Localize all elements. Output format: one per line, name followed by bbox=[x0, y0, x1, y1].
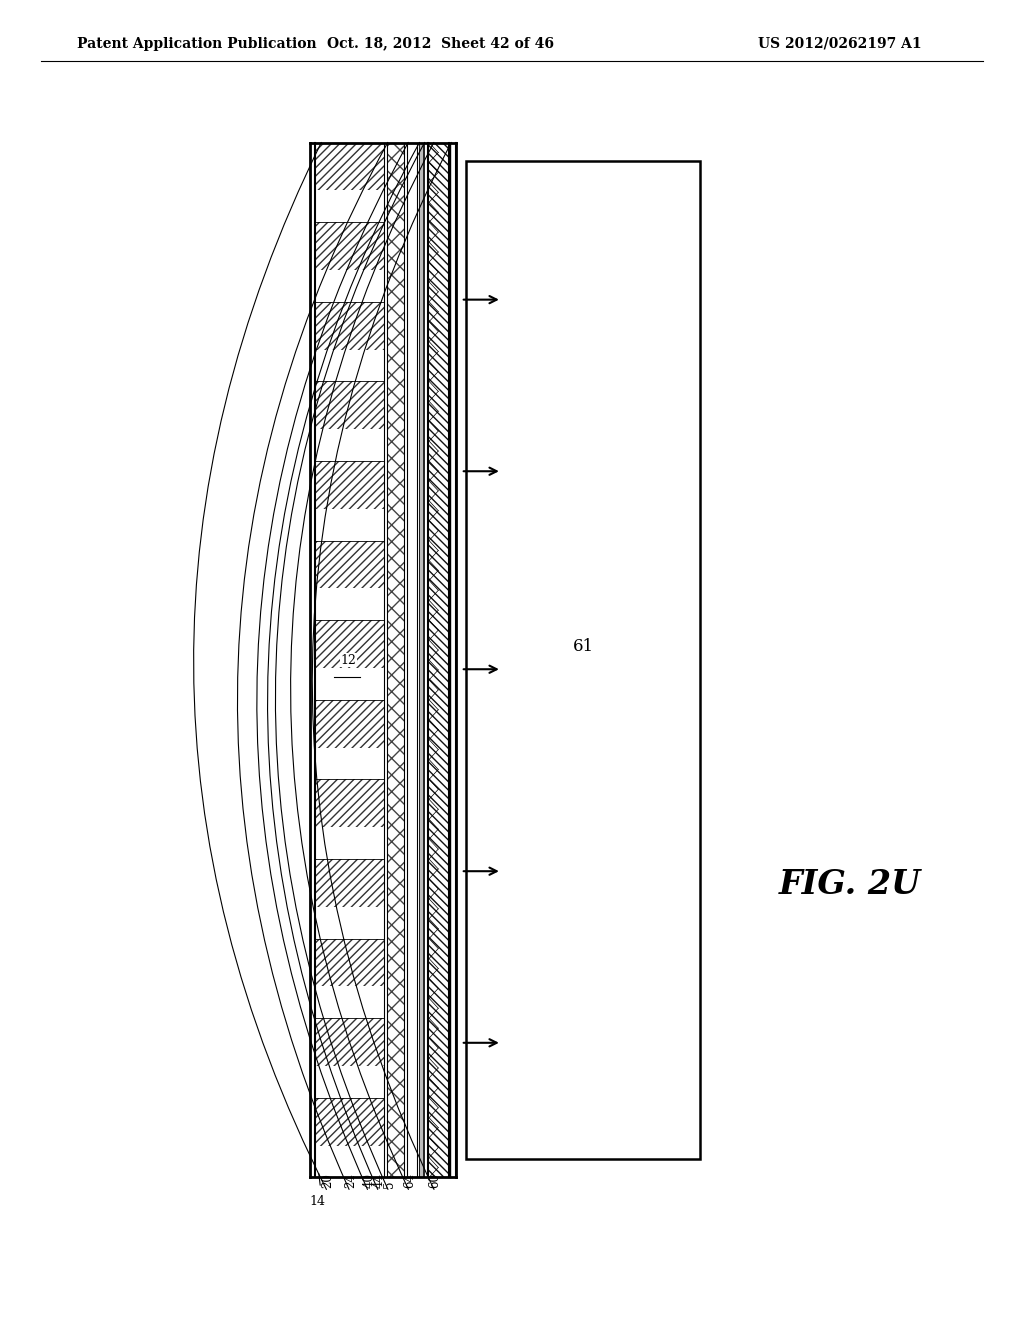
Bar bbox=[315, 589, 384, 620]
Bar bbox=[424, 143, 427, 1177]
Bar bbox=[315, 747, 384, 779]
Bar bbox=[315, 828, 384, 859]
Bar bbox=[315, 143, 384, 190]
Text: FIG. 2U: FIG. 2U bbox=[779, 869, 921, 900]
Bar bbox=[315, 381, 384, 429]
Bar bbox=[315, 222, 384, 269]
Text: 40: 40 bbox=[362, 1173, 375, 1188]
Bar bbox=[450, 143, 456, 1177]
Bar bbox=[315, 668, 384, 700]
Bar bbox=[315, 508, 384, 541]
Bar bbox=[315, 429, 384, 461]
Bar bbox=[315, 939, 384, 986]
Bar bbox=[315, 350, 384, 381]
Bar bbox=[315, 986, 384, 1018]
Text: 61: 61 bbox=[573, 639, 594, 655]
Bar bbox=[315, 1067, 384, 1098]
Text: 44: 44 bbox=[373, 1173, 385, 1188]
Bar bbox=[407, 143, 417, 1177]
Bar bbox=[315, 1098, 384, 1146]
Bar bbox=[315, 907, 384, 939]
Text: 20: 20 bbox=[322, 1173, 334, 1188]
Bar bbox=[315, 859, 384, 907]
Bar bbox=[315, 190, 384, 222]
Text: Oct. 18, 2012  Sheet 42 of 46: Oct. 18, 2012 Sheet 42 of 46 bbox=[327, 37, 554, 50]
Bar bbox=[315, 302, 384, 350]
Text: 64: 64 bbox=[403, 1173, 416, 1188]
Text: 60: 60 bbox=[429, 1173, 441, 1188]
Text: 5: 5 bbox=[383, 1180, 395, 1188]
Bar bbox=[315, 461, 384, 508]
Bar bbox=[315, 269, 384, 302]
Bar bbox=[387, 143, 404, 1177]
Bar bbox=[315, 1018, 384, 1067]
Bar bbox=[466, 161, 700, 1159]
Bar bbox=[419, 143, 423, 1177]
Text: US 2012/0262197 A1: US 2012/0262197 A1 bbox=[758, 37, 922, 50]
Text: 12: 12 bbox=[340, 653, 356, 667]
Text: 24: 24 bbox=[344, 1173, 356, 1188]
Bar bbox=[310, 143, 456, 1177]
Text: Patent Application Publication: Patent Application Publication bbox=[77, 37, 316, 50]
Bar bbox=[315, 541, 384, 589]
Text: 14: 14 bbox=[309, 1195, 326, 1208]
Bar bbox=[315, 700, 384, 747]
Bar bbox=[315, 779, 384, 828]
Bar bbox=[428, 143, 449, 1177]
Bar bbox=[315, 1146, 384, 1177]
Bar bbox=[315, 620, 384, 668]
